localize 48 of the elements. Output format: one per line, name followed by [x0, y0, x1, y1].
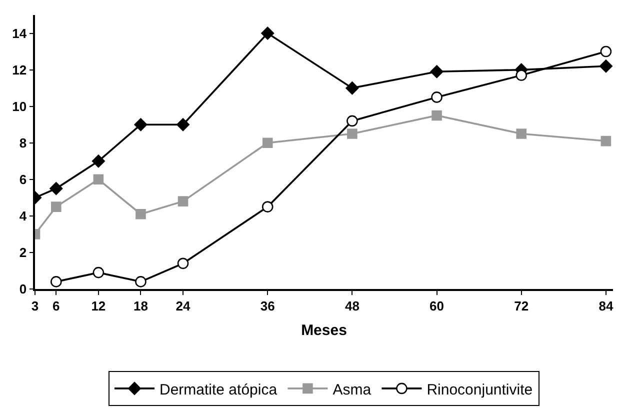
y-tick-label: 8 — [19, 135, 27, 150]
x-tick-label: 3 — [31, 298, 39, 314]
point — [51, 202, 62, 212]
y-tick-label: 10 — [12, 98, 27, 114]
point — [600, 46, 612, 58]
x-tick-label: 60 — [430, 298, 444, 314]
legend-label: Dermatite atópica — [160, 381, 278, 398]
point — [346, 115, 358, 127]
point — [600, 136, 612, 146]
point — [262, 201, 274, 212]
x-tick-label: 72 — [514, 298, 529, 314]
point — [262, 138, 273, 148]
x-tick-label: 18 — [133, 298, 148, 314]
point — [178, 196, 188, 206]
point — [347, 128, 358, 139]
point — [430, 65, 444, 78]
y-tick-label: 2 — [19, 245, 27, 260]
x-tick-label: 6 — [52, 298, 60, 314]
point — [136, 208, 146, 220]
y-tick-label: 12 — [12, 62, 27, 78]
y-tick-label: 14 — [12, 26, 28, 41]
point — [134, 118, 148, 132]
point — [516, 128, 527, 139]
y-tick-label: 6 — [19, 172, 27, 187]
legend-label: Asma — [332, 381, 372, 398]
point — [261, 26, 274, 40]
point — [599, 60, 612, 73]
x-tick-label: 48 — [344, 298, 360, 314]
point — [346, 82, 359, 95]
point — [177, 258, 189, 270]
point — [93, 174, 104, 185]
y-tick-label: 0 — [19, 282, 27, 297]
x-axis-title: Meses — [301, 322, 347, 339]
x-tick-label: 12 — [91, 298, 106, 314]
point — [92, 266, 104, 278]
point — [176, 118, 190, 132]
point — [92, 154, 105, 168]
point — [431, 92, 442, 103]
y-tick-label: 4 — [19, 208, 28, 224]
point — [432, 110, 442, 121]
x-tick-label: 36 — [260, 298, 275, 314]
x-tick-label: 84 — [598, 298, 614, 314]
point — [50, 182, 63, 196]
point — [50, 276, 62, 288]
x-tick-label: 24 — [176, 298, 192, 314]
legend-label: Rinoconjuntivite — [426, 381, 533, 398]
point — [516, 70, 528, 81]
point — [135, 276, 146, 288]
